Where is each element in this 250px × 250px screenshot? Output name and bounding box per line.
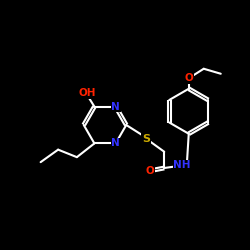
- Text: OH: OH: [78, 88, 96, 98]
- Text: O: O: [184, 73, 193, 83]
- Text: S: S: [142, 134, 150, 144]
- Text: N: N: [111, 138, 120, 148]
- Text: O: O: [146, 166, 154, 175]
- Text: NH: NH: [174, 160, 191, 170]
- Text: N: N: [111, 102, 120, 112]
